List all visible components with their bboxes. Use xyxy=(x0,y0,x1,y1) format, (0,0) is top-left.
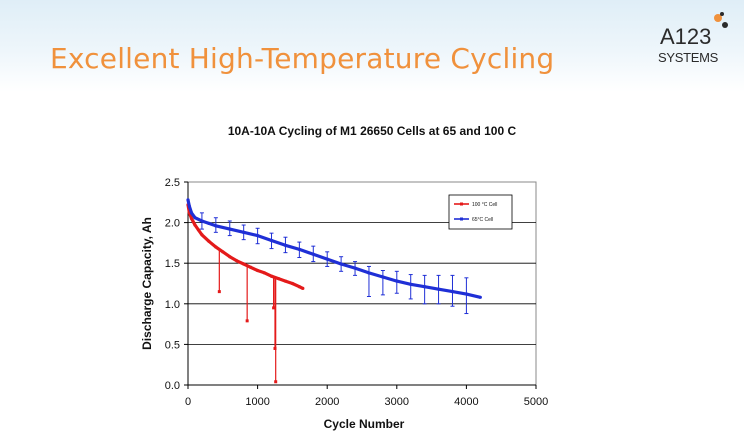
data-point-blue xyxy=(339,262,343,266)
data-point-blue xyxy=(325,257,329,261)
data-point-red xyxy=(193,223,197,227)
x-axis-label: Cycle Number xyxy=(324,417,405,431)
logo-line2: SYSTEMS xyxy=(658,50,719,65)
legend-label: 65°C Cell xyxy=(472,217,493,223)
data-point-red xyxy=(235,259,239,263)
y-tick-label: 1.5 xyxy=(165,258,180,270)
chart-title: 10A-10A Cycling of M1 26650 Cells at 65 … xyxy=(227,124,517,138)
data-point-red xyxy=(228,255,232,259)
data-point-blue xyxy=(395,279,399,283)
data-point-red xyxy=(214,245,218,249)
dip-point-red xyxy=(217,290,221,294)
data-point-red xyxy=(276,277,281,281)
data-point-blue xyxy=(297,247,301,251)
data-point-red xyxy=(297,285,301,289)
data-point-red xyxy=(290,281,294,286)
dip-point-red xyxy=(245,319,249,323)
y-tick-label: 2.5 xyxy=(165,177,180,189)
data-point-red xyxy=(200,233,204,237)
legend-swatch-marker xyxy=(460,217,463,221)
data-point-red xyxy=(269,274,274,278)
data-point-blue xyxy=(478,295,482,299)
data-point-red xyxy=(301,286,305,290)
plot-area: 0.0 0.5 1.0 1.5 2.0 2.5 0 1000 2000 3000 4000 5000 C… xyxy=(140,177,548,431)
x-tick-label: 0 xyxy=(185,396,191,408)
data-point-blue xyxy=(269,238,274,243)
logo-dot-dark xyxy=(722,22,728,28)
data-point-red xyxy=(189,216,194,221)
slide-title: Excellent High-Temperature Cycling xyxy=(50,42,555,75)
data-point-red xyxy=(242,262,246,266)
chart-title-wrap: 10A-10A Cycling of M1 26650 Cells at 65 … xyxy=(0,124,744,138)
data-point-red xyxy=(256,268,260,273)
data-point-blue xyxy=(214,224,218,228)
data-point-blue xyxy=(242,230,246,234)
logo-line1: A123 xyxy=(660,24,712,49)
legend-swatch-marker xyxy=(460,202,463,206)
y-tick-label: 1.0 xyxy=(165,299,180,311)
data-point-red xyxy=(196,228,201,232)
data-point-blue xyxy=(193,216,197,220)
data-point-blue xyxy=(189,211,194,215)
data-point-blue xyxy=(187,204,191,208)
x-tick-label: 2000 xyxy=(315,396,339,408)
legend-label: 100 °C Cell xyxy=(472,202,497,208)
dip-point-red xyxy=(274,380,278,384)
x-tick-label: 5000 xyxy=(524,396,548,408)
x-tick-label: 1000 xyxy=(245,396,269,408)
header-banner xyxy=(0,0,744,92)
data-point-blue xyxy=(311,252,315,256)
data-point-blue xyxy=(207,221,211,226)
data-point-blue xyxy=(228,227,232,231)
y-tick-label: 2.0 xyxy=(165,218,180,230)
company-logo: A123 SYSTEMS xyxy=(652,12,732,72)
data-point-blue xyxy=(423,285,427,289)
dip-point-red xyxy=(272,306,276,310)
x-tick-label: 3000 xyxy=(385,396,409,408)
data-point-blue xyxy=(450,290,455,294)
data-point-red xyxy=(221,250,225,254)
logo-dot-orange xyxy=(714,14,722,22)
data-point-red xyxy=(262,271,267,275)
logo-dot-small xyxy=(720,12,724,16)
data-point-red xyxy=(283,279,288,283)
data-point-blue xyxy=(381,275,385,279)
data-point-blue xyxy=(186,198,190,202)
y-tick-label: 0.5 xyxy=(165,339,180,351)
dip-point-red xyxy=(273,346,277,350)
data-point-blue xyxy=(464,292,468,296)
legend-box xyxy=(448,194,513,230)
data-point-blue xyxy=(256,233,260,238)
data-point-blue xyxy=(353,266,357,270)
data-point-blue xyxy=(409,282,413,286)
x-tick-label: 4000 xyxy=(454,396,478,408)
y-tick-label: 0.0 xyxy=(165,380,180,392)
data-point-blue xyxy=(283,243,288,247)
data-point-blue xyxy=(200,219,204,223)
data-point-red xyxy=(249,265,253,269)
data-point-blue xyxy=(436,287,441,291)
y-axis-label: Discharge Capacity, Ah xyxy=(140,217,154,350)
data-point-blue xyxy=(367,271,371,275)
data-point-red xyxy=(207,239,211,243)
